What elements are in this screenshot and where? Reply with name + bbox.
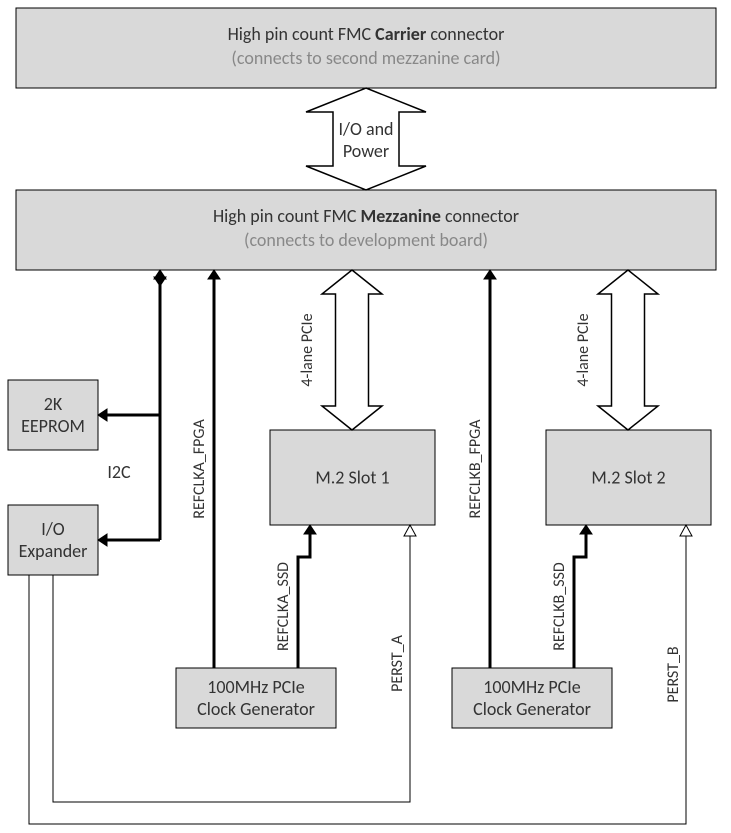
clkgen-a-line1: 100MHz PCIe bbox=[207, 676, 305, 698]
pcie-a-arrow bbox=[322, 270, 382, 430]
perst-a-label: PERST_A bbox=[388, 634, 407, 692]
io-power-label-1: I/O and bbox=[338, 118, 393, 140]
clkgen-b-line1: 100MHz PCIe bbox=[483, 676, 581, 698]
refclka-ssd-line bbox=[298, 534, 310, 668]
clkgen-a-line2: Clock Generator bbox=[197, 698, 315, 720]
eeprom-line2: EEPROM bbox=[21, 415, 85, 437]
ioexp-line2: Expander bbox=[19, 540, 88, 562]
refclkb-ssd-line bbox=[574, 534, 586, 668]
m2-slot-2-label: M.2 Slot 2 bbox=[591, 467, 665, 489]
mezzanine-subtitle: (connects to development board) bbox=[244, 229, 488, 251]
refclka-ssd-label: REFCLKA_SSD bbox=[274, 562, 293, 651]
mezzanine-title: High pin count FMC Mezzanine connector bbox=[213, 205, 519, 227]
clkgen-b-line2: Clock Generator bbox=[473, 698, 591, 720]
i2c-label: I2C bbox=[107, 461, 131, 483]
refclkb-ssd-label: REFCLKB_SSD bbox=[550, 562, 569, 651]
m2-slot-1-label: M.2 Slot 1 bbox=[315, 467, 389, 489]
refclka-fpga-label: REFCLKA_FPGA bbox=[190, 419, 209, 519]
perst-b-label: PERST_B bbox=[664, 646, 683, 703]
pcie-b-arrow bbox=[598, 270, 658, 430]
pcie-a-label: 4-lane PCIe bbox=[298, 313, 317, 386]
eeprom-line1: 2K bbox=[44, 393, 63, 415]
refclkb-fpga-label: REFCLKB_FPGA bbox=[466, 419, 485, 519]
carrier-title: High pin count FMC Carrier connector bbox=[228, 23, 505, 45]
carrier-subtitle: (connects to second mezzanine card) bbox=[231, 47, 500, 69]
ioexp-line1: I/O bbox=[41, 518, 64, 540]
pcie-b-label: 4-lane PCIe bbox=[574, 313, 593, 386]
io-power-label-2: Power bbox=[343, 140, 389, 162]
